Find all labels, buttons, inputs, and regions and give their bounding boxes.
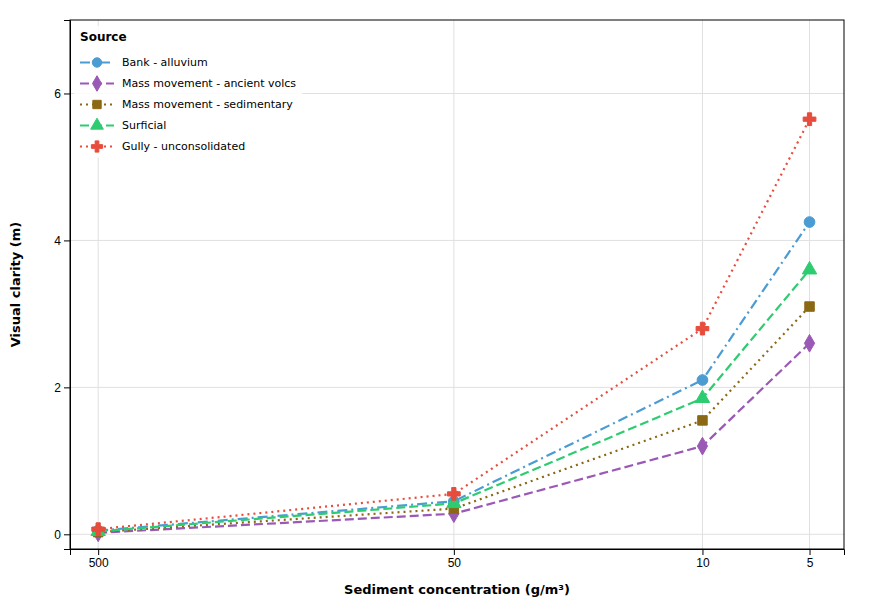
- x-axis-title: Sediment concentration (g/m³): [344, 582, 570, 597]
- grid-line-y: [70, 534, 844, 535]
- y-tick: 2: [54, 381, 70, 395]
- series: [93, 217, 815, 536]
- legend-label: Mass movement - sedimentary: [122, 98, 293, 111]
- x-tick: 10: [696, 549, 710, 570]
- y-tick-label: 6: [54, 87, 61, 101]
- y-tick: 0: [54, 528, 70, 542]
- grid-line-y: [70, 240, 844, 241]
- y-tick-label: 0: [54, 528, 61, 542]
- y-tick-mark: [64, 387, 70, 388]
- legend-title: Source: [80, 30, 127, 44]
- line: [98, 222, 809, 531]
- grid-line-x: [702, 20, 703, 549]
- y-tick: 6: [54, 87, 70, 101]
- point: [697, 375, 708, 386]
- legend-item: Mass movement - ancient volcs: [80, 76, 296, 92]
- legend-symbol: [93, 76, 102, 92]
- y-axis: 0 2 4 6: [54, 21, 70, 550]
- x-tick-label: 500: [89, 556, 109, 570]
- point: [698, 416, 707, 425]
- y-tick-mark: [64, 534, 70, 535]
- line: [98, 270, 809, 532]
- x-tick-mark: [454, 549, 455, 555]
- line: [98, 307, 809, 533]
- plot-frame: [70, 20, 844, 549]
- point: [804, 334, 814, 352]
- y-tick-label: 4: [54, 234, 61, 248]
- marks: [91, 113, 817, 542]
- x-tick-mark: [98, 549, 99, 555]
- legend-item: Gully - unconsolidated: [80, 140, 245, 153]
- x-tick: 5: [807, 549, 814, 570]
- legend-label: Mass movement - ancient volcs: [122, 77, 296, 90]
- legend: Source Bank - alluvium Mass movement - anc…: [74, 26, 302, 158]
- legend-symbol: [93, 100, 101, 108]
- point: [92, 523, 105, 536]
- legend-label: Surficial: [122, 119, 166, 132]
- y-tick: 4: [54, 234, 70, 248]
- point: [805, 302, 814, 311]
- x-tick: 500: [89, 549, 109, 570]
- y-tick-mark: [64, 240, 70, 241]
- line: [98, 119, 809, 529]
- line: [98, 343, 809, 533]
- point: [696, 322, 709, 335]
- point: [803, 113, 816, 126]
- legend-symbol: [91, 118, 104, 129]
- x-tick-mark: [810, 549, 811, 555]
- y-axis-title: Visual clarity (m): [8, 222, 23, 347]
- grid-line-y: [70, 387, 844, 388]
- grid-line-x: [453, 20, 454, 549]
- series: [92, 113, 816, 536]
- legend-background: [74, 26, 302, 158]
- y-tick-mark: [64, 93, 70, 94]
- x-tick: 50: [448, 549, 462, 570]
- point: [697, 437, 707, 455]
- x-tick-mark: [702, 549, 703, 555]
- legend-item: Surficial: [80, 118, 166, 132]
- y-axis-line: [64, 21, 71, 550]
- legend-symbol: [92, 58, 101, 67]
- point: [447, 488, 460, 501]
- x-tick-label: 5: [807, 556, 814, 570]
- x-axis-line: [71, 550, 845, 556]
- series: [93, 302, 814, 537]
- legend-label: Bank - alluvium: [122, 56, 208, 69]
- grid-line-x: [809, 20, 810, 549]
- plot: 5 10 50 500 0 2 4 6 Source Bank - alluvium Mass mo…: [54, 20, 844, 570]
- x-tick-label: 10: [696, 556, 710, 570]
- x-axis: 5 10 50 500: [71, 549, 845, 570]
- series: [91, 261, 817, 535]
- point: [804, 217, 815, 228]
- legend-label: Gully - unconsolidated: [122, 140, 245, 153]
- point: [91, 523, 105, 535]
- chart: 5 10 50 500 0 2 4 6 Source Bank - alluvium Mass mo…: [0, 0, 869, 609]
- point: [802, 261, 816, 273]
- x-tick-label: 50: [448, 556, 462, 570]
- point: [695, 390, 709, 402]
- legend-item: Mass movement - sedimentary: [80, 98, 293, 111]
- y-tick-label: 2: [54, 381, 61, 395]
- series: [93, 334, 815, 541]
- legend-item: Bank - alluvium: [80, 56, 208, 69]
- grid: [70, 20, 844, 549]
- legend-symbol: [91, 141, 102, 152]
